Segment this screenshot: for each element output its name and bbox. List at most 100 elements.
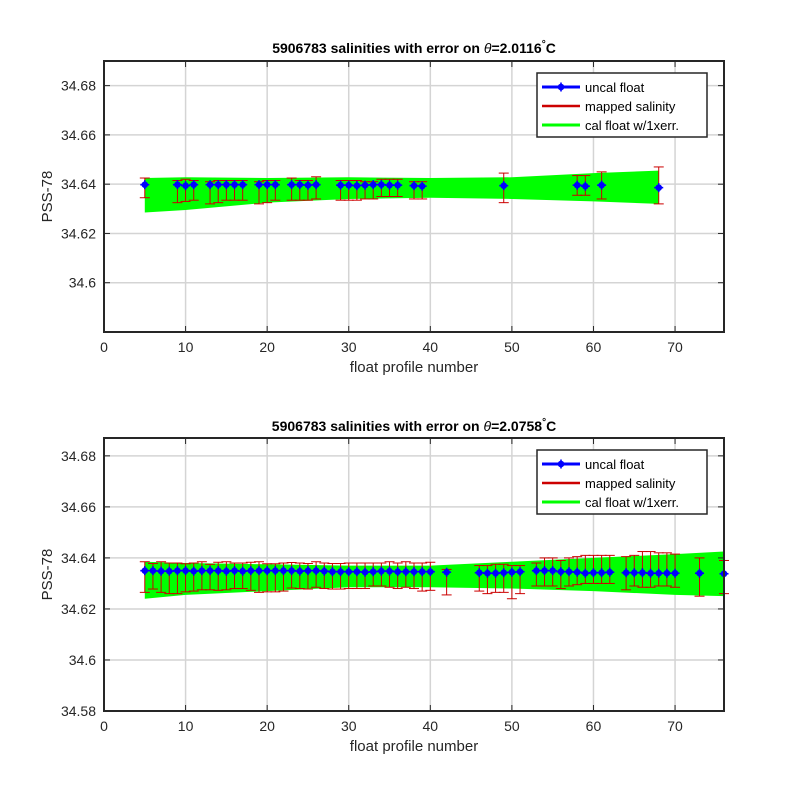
uncal-float-point (621, 568, 631, 578)
chart-title-degree: ° (542, 417, 546, 428)
uncal-float-point (393, 180, 403, 190)
y-tick-label: 34.66 (61, 499, 96, 515)
uncal-float-point (303, 180, 313, 190)
uncal-float-point (213, 180, 223, 190)
uncal-float-point (311, 180, 321, 190)
uncal-float-point (597, 180, 607, 190)
cal-float-band (144, 170, 659, 213)
uncal-float-point (507, 567, 517, 577)
chart-title-suffix: =2.0116 (491, 40, 541, 56)
uncal-float-point (368, 567, 378, 577)
x-tick-label: 0 (100, 339, 108, 355)
uncal-float-point (172, 566, 182, 576)
uncal-float-point (637, 568, 647, 578)
uncal-float-point (344, 180, 354, 190)
uncal-float-point (164, 566, 174, 576)
uncal-float-point (197, 566, 207, 576)
chart-title-symbol: θ (484, 40, 492, 56)
uncal-float-point (417, 567, 427, 577)
x-tick-label: 60 (586, 339, 602, 355)
uncal-float-point (572, 180, 582, 190)
y-tick-label: 34.66 (61, 127, 96, 143)
uncal-float-point (515, 567, 525, 577)
uncal-float-point (605, 567, 615, 577)
y-tick-label: 34.6 (69, 275, 96, 291)
uncal-float-point (287, 180, 297, 190)
uncal-float-point (368, 180, 378, 190)
uncal-float-point (262, 180, 272, 190)
x-tick-label: 10 (178, 339, 194, 355)
mapped-salinity-errorbar (221, 561, 232, 591)
x-tick-label: 0 (100, 718, 108, 734)
chart-title-prefix: 5906783 salinities with error on (272, 40, 484, 56)
uncal-float-point (580, 568, 590, 578)
uncal-float-point (238, 566, 248, 576)
uncal-float-point (646, 568, 656, 578)
uncal-float-point (491, 568, 501, 578)
chart-title: 5906783 salinities with error on θ=2.011… (272, 39, 556, 56)
uncal-float-point (385, 180, 395, 190)
y-tick-label: 34.64 (61, 550, 96, 566)
uncal-float-point (181, 566, 191, 576)
legend-entry: uncal float (585, 457, 645, 472)
legend: uncal float mapped salinity cal float w/1x… (536, 72, 708, 138)
uncal-float-point (205, 180, 215, 190)
uncal-float-point (287, 566, 297, 576)
uncal-float-point (303, 566, 313, 576)
legend-entry: cal float w/1xerr. (585, 495, 679, 510)
uncal-float-point (344, 567, 354, 577)
x-tick-label: 60 (586, 718, 602, 734)
uncal-float-point (409, 567, 419, 577)
y-axis-label: PSS-78 (39, 171, 56, 223)
uncal-float-point (474, 568, 484, 578)
uncal-float-point (262, 566, 272, 576)
uncal-float-point (254, 566, 264, 576)
uncal-float-point (654, 568, 664, 578)
uncal-float-point (442, 567, 452, 577)
uncal-float-point (360, 567, 370, 577)
x-axis-label: float profile number (350, 359, 478, 376)
uncal-float-point (181, 181, 191, 191)
uncal-float-point (531, 566, 541, 576)
x-tick-label: 70 (667, 339, 683, 355)
uncal-float-point (556, 567, 566, 577)
y-tick-label: 34.58 (61, 703, 96, 719)
x-tick-label: 10 (178, 718, 194, 734)
uncal-float-point (189, 566, 199, 576)
uncal-float-point (156, 566, 166, 576)
chart-panel-1: 0 10 20 30 40 50 60 70 34.6 34.62 34.64 34.66 34.68 f… (39, 39, 725, 376)
chart-title-suffix: =2.0758 (491, 418, 542, 434)
y-tick-label: 34.68 (61, 448, 96, 464)
uncal-float-point (588, 568, 598, 578)
uncal-float-point (482, 568, 492, 578)
x-tick-label: 40 (423, 718, 439, 734)
uncal-float-point (580, 181, 590, 191)
uncal-float-point (221, 180, 231, 190)
x-tick-label: 50 (504, 718, 520, 734)
x-tick-label: 30 (341, 339, 357, 355)
uncal-float-point (376, 566, 386, 576)
uncal-float-point (548, 566, 558, 576)
uncal-float-point (148, 566, 158, 576)
uncal-float-point (670, 568, 680, 578)
mapped-salinity-errorbar (425, 561, 436, 591)
axes-box (103, 60, 725, 333)
y-tick-label: 34.6 (69, 652, 96, 668)
x-tick-label: 30 (341, 718, 357, 734)
uncal-float-point (376, 180, 386, 190)
uncal-float-point (295, 180, 305, 190)
uncal-float-point (230, 180, 240, 190)
chart-title-degree: ° (542, 39, 546, 50)
uncal-float-point (360, 180, 370, 190)
uncal-float-point (270, 566, 280, 576)
uncal-float-point (140, 180, 150, 190)
cal-float-band (144, 551, 724, 599)
y-tick-label: 34.62 (61, 225, 96, 241)
uncal-float-point (254, 180, 264, 190)
uncal-float-point (499, 181, 509, 191)
uncal-float-point (295, 566, 305, 576)
x-tick-label: 70 (667, 718, 683, 734)
legend-entry: mapped salinity (585, 99, 676, 114)
uncal-float-point (572, 567, 582, 577)
